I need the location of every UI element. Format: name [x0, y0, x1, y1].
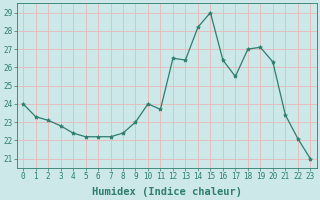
- X-axis label: Humidex (Indice chaleur): Humidex (Indice chaleur): [92, 186, 242, 197]
